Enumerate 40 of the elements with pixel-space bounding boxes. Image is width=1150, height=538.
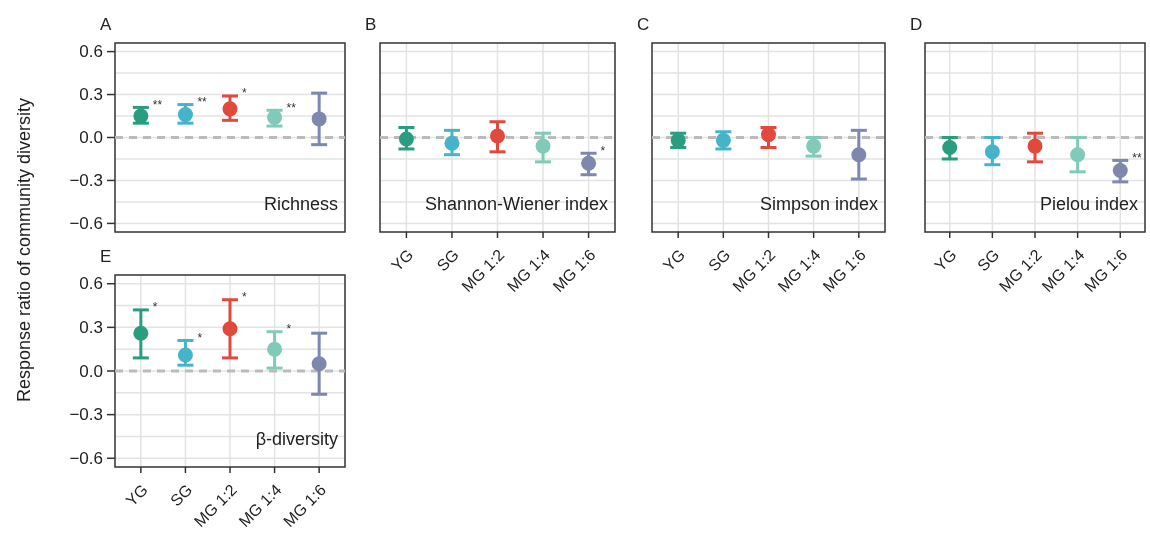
y-tick-label: 0.0 [79, 361, 103, 381]
annotation: Simpson index [759, 194, 878, 215]
annotation: Richness [263, 194, 338, 215]
x-tick-label: YG [388, 246, 417, 275]
chart-title: E [100, 247, 112, 267]
y-tick-label: 0.6 [79, 42, 103, 62]
annotation: * [600, 143, 606, 158]
annotation: ** [197, 94, 208, 109]
x-tick-label: YG [659, 246, 689, 275]
y-axis-title: Response ratio of community diversity [13, 97, 35, 403]
annotation: * [242, 289, 247, 304]
y-tick-label: 0.0 [79, 128, 103, 147]
x-tick-label: YG [931, 246, 960, 275]
chart-title: C [637, 15, 650, 35]
annotation: β-diversity [255, 429, 338, 450]
chart-title: D [910, 15, 923, 35]
chart-title: B [365, 15, 377, 35]
y-tick-label: −0.6 [69, 213, 103, 233]
y-tick-label: −0.3 [69, 170, 103, 190]
y-tick-label: 0.6 [79, 274, 103, 294]
y-tick-label: 0.3 [79, 85, 103, 105]
annotation: * [152, 300, 158, 315]
annotation: ** [152, 97, 163, 112]
annotation: Shannon-Wiener index [424, 194, 608, 215]
y-tick-label: −0.6 [69, 448, 103, 468]
x-tick-label: MG 1:6 [280, 480, 330, 531]
annotation: * [197, 330, 203, 345]
annotation: Pielou index [1039, 194, 1138, 215]
y-tick-label: −0.3 [69, 405, 103, 425]
annotation: ** [286, 100, 297, 115]
x-tick-label: SG [167, 481, 196, 510]
annotation: * [242, 86, 247, 101]
annotation: * [286, 321, 292, 336]
annotation: ** [1132, 150, 1142, 165]
x-tick-label: YG [122, 481, 151, 510]
x-tick-label: MG 1:6 [549, 245, 599, 296]
chart-title: A [100, 15, 112, 35]
x-tick-label: SG [974, 246, 1003, 275]
x-tick-label: MG 1:6 [819, 245, 869, 296]
y-tick-label: 0.3 [79, 317, 103, 337]
